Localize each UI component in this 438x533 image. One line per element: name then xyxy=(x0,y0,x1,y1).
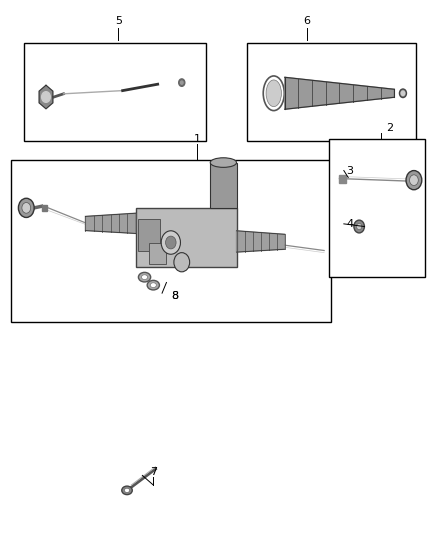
Ellipse shape xyxy=(266,80,281,107)
Circle shape xyxy=(161,231,180,254)
Ellipse shape xyxy=(141,274,148,279)
Circle shape xyxy=(354,220,364,233)
Polygon shape xyxy=(237,231,285,252)
Ellipse shape xyxy=(138,272,151,282)
Circle shape xyxy=(399,89,406,98)
Bar xyxy=(328,139,425,277)
Circle shape xyxy=(180,81,183,84)
Text: 7: 7 xyxy=(150,467,157,477)
Bar xyxy=(138,219,160,251)
Circle shape xyxy=(410,175,418,185)
Polygon shape xyxy=(85,213,136,233)
Polygon shape xyxy=(39,85,53,109)
Text: 1: 1 xyxy=(194,134,201,143)
Text: 8: 8 xyxy=(171,291,178,301)
Ellipse shape xyxy=(124,488,130,492)
Bar xyxy=(339,175,346,183)
Circle shape xyxy=(42,92,50,102)
Polygon shape xyxy=(285,77,394,109)
Ellipse shape xyxy=(122,486,132,495)
Text: 5: 5 xyxy=(115,17,122,26)
Text: 8: 8 xyxy=(171,291,178,301)
Text: 6: 6 xyxy=(303,17,310,26)
Bar xyxy=(42,205,47,211)
Bar xyxy=(149,243,166,264)
Text: 2: 2 xyxy=(386,123,393,133)
Ellipse shape xyxy=(263,76,284,111)
Circle shape xyxy=(18,198,34,217)
Bar xyxy=(210,163,237,208)
Bar xyxy=(136,208,237,266)
Circle shape xyxy=(406,171,422,190)
Ellipse shape xyxy=(147,280,159,290)
Text: 4: 4 xyxy=(346,219,353,229)
Bar xyxy=(11,160,331,322)
Circle shape xyxy=(174,253,190,272)
Ellipse shape xyxy=(210,158,237,167)
Circle shape xyxy=(166,236,176,249)
Ellipse shape xyxy=(150,282,156,288)
Circle shape xyxy=(179,79,185,86)
Circle shape xyxy=(401,91,405,95)
Circle shape xyxy=(22,203,31,213)
Circle shape xyxy=(357,223,362,230)
Bar xyxy=(247,43,416,141)
Text: 3: 3 xyxy=(346,166,353,175)
Bar xyxy=(24,43,206,141)
